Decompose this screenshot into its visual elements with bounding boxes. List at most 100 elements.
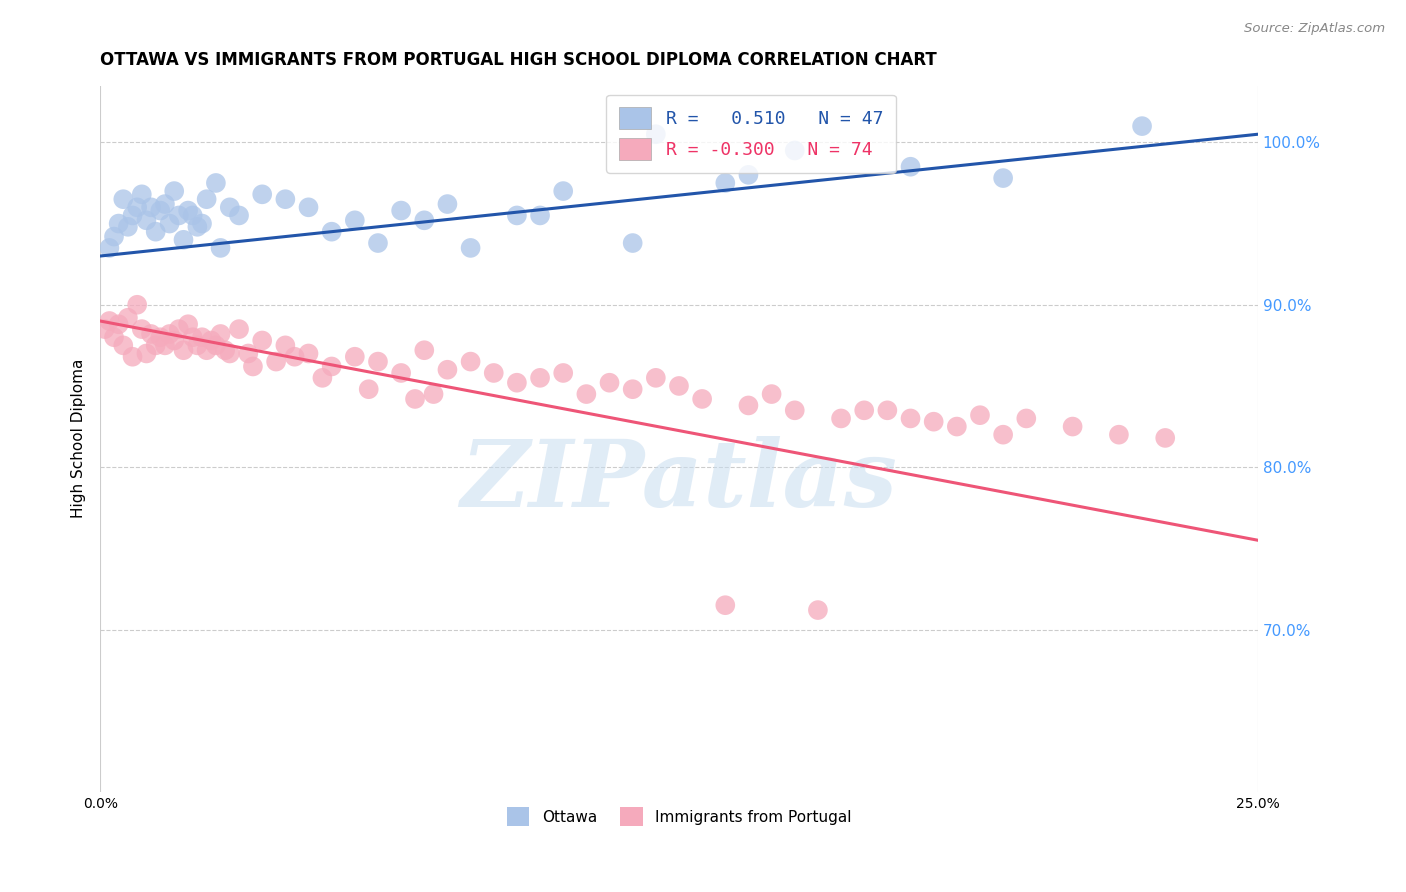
Text: OTTAWA VS IMMIGRANTS FROM PORTUGAL HIGH SCHOOL DIPLOMA CORRELATION CHART: OTTAWA VS IMMIGRANTS FROM PORTUGAL HIGH … — [100, 51, 936, 69]
Point — [529, 371, 551, 385]
Point — [218, 346, 240, 360]
Point — [238, 346, 260, 360]
Point — [153, 197, 176, 211]
Point — [506, 376, 529, 390]
Point — [195, 192, 218, 206]
Point — [737, 168, 759, 182]
Point — [714, 176, 737, 190]
Point — [214, 343, 236, 358]
Point — [737, 399, 759, 413]
Point — [131, 322, 153, 336]
Point — [668, 379, 690, 393]
Point — [149, 203, 172, 218]
Point — [761, 387, 783, 401]
Point — [121, 209, 143, 223]
Point — [714, 598, 737, 612]
Point — [343, 213, 366, 227]
Point — [181, 209, 204, 223]
Point — [117, 310, 139, 325]
Point — [195, 343, 218, 358]
Point — [311, 371, 333, 385]
Point — [139, 326, 162, 341]
Point — [250, 187, 273, 202]
Point — [159, 217, 181, 231]
Point — [357, 382, 380, 396]
Point — [205, 176, 228, 190]
Point — [991, 171, 1014, 186]
Point — [621, 235, 644, 250]
Point — [163, 334, 186, 348]
Point — [186, 338, 208, 352]
Point — [297, 346, 319, 360]
Point — [389, 203, 412, 218]
Point — [145, 225, 167, 239]
Point — [553, 366, 575, 380]
Point — [264, 354, 287, 368]
Point — [163, 184, 186, 198]
Point — [145, 338, 167, 352]
Y-axis label: High School Diploma: High School Diploma — [72, 359, 86, 518]
Point — [103, 330, 125, 344]
Point — [404, 392, 426, 406]
Point — [436, 197, 458, 211]
Text: ZIPatlas: ZIPatlas — [461, 436, 897, 526]
Point — [321, 225, 343, 239]
Point — [436, 362, 458, 376]
Point — [644, 127, 666, 141]
Point — [250, 334, 273, 348]
Point — [506, 209, 529, 223]
Point — [191, 217, 214, 231]
Point — [783, 144, 806, 158]
Point — [191, 330, 214, 344]
Point — [1015, 411, 1038, 425]
Point — [173, 343, 195, 358]
Point — [209, 241, 232, 255]
Point — [900, 160, 922, 174]
Point — [297, 200, 319, 214]
Point — [284, 350, 307, 364]
Point — [783, 403, 806, 417]
Point — [422, 387, 444, 401]
Point — [205, 338, 228, 352]
Point — [159, 326, 181, 341]
Text: Source: ZipAtlas.com: Source: ZipAtlas.com — [1244, 22, 1385, 36]
Point — [98, 314, 121, 328]
Legend: Ottawa, Immigrants from Portugal: Ottawa, Immigrants from Portugal — [499, 800, 859, 834]
Point — [117, 219, 139, 234]
Point — [900, 411, 922, 425]
Point — [135, 213, 157, 227]
Point — [200, 334, 222, 348]
Point — [922, 415, 945, 429]
Point — [98, 241, 121, 255]
Point — [876, 403, 898, 417]
Point — [94, 322, 117, 336]
Point — [690, 392, 713, 406]
Point — [127, 298, 149, 312]
Point — [367, 235, 389, 250]
Point — [135, 346, 157, 360]
Point — [274, 338, 297, 352]
Point — [167, 322, 190, 336]
Point — [321, 359, 343, 374]
Point — [553, 184, 575, 198]
Point — [343, 350, 366, 364]
Point — [103, 229, 125, 244]
Point — [853, 403, 876, 417]
Point — [460, 241, 482, 255]
Point — [389, 366, 412, 380]
Point — [173, 233, 195, 247]
Point — [107, 318, 129, 332]
Point — [149, 330, 172, 344]
Point — [529, 209, 551, 223]
Point — [112, 338, 135, 352]
Point — [621, 382, 644, 396]
Point — [121, 350, 143, 364]
Point — [1108, 427, 1130, 442]
Point — [644, 371, 666, 385]
Point — [599, 376, 621, 390]
Point — [991, 427, 1014, 442]
Point — [228, 322, 250, 336]
Point — [946, 419, 969, 434]
Point — [807, 603, 830, 617]
Point — [177, 318, 200, 332]
